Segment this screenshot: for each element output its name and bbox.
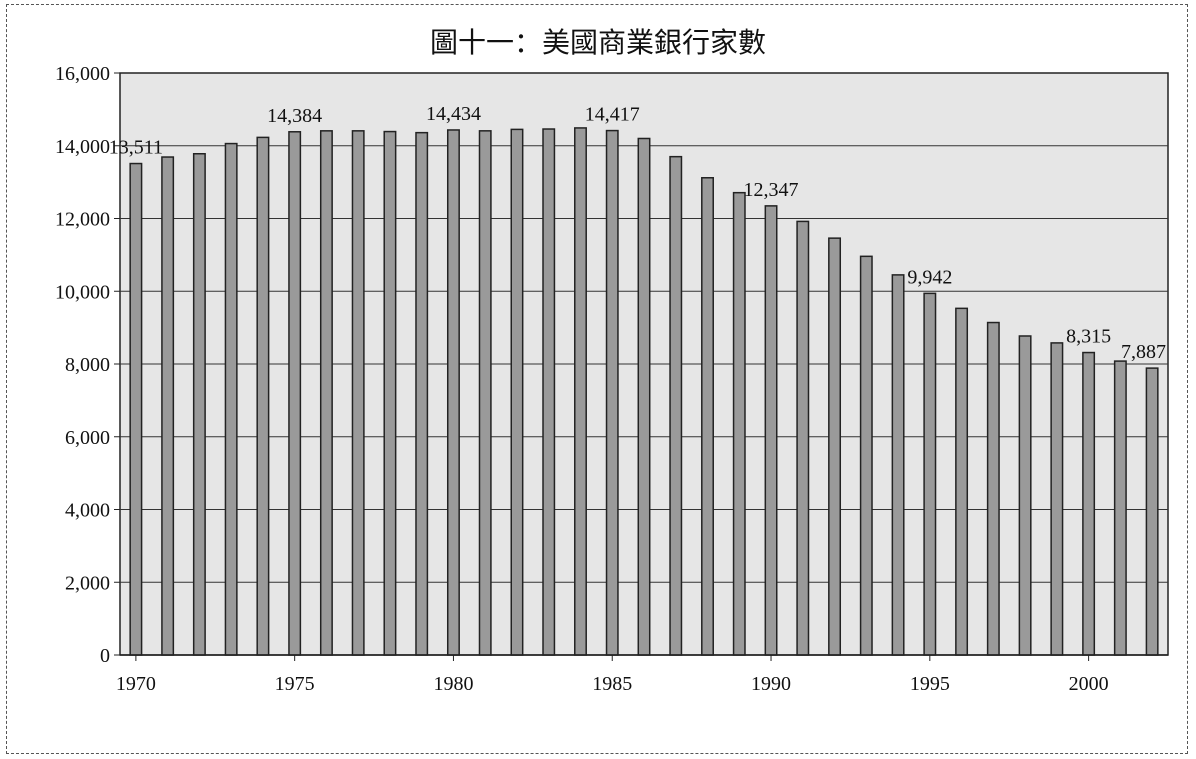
bar-1982 <box>510 128 524 656</box>
bar-1996 <box>955 307 969 656</box>
y-tick-label: 0 <box>100 645 110 667</box>
bar-1994 <box>891 274 905 656</box>
data-label-2000: 8,315 <box>1066 326 1111 348</box>
x-tick-label: 1985 <box>592 673 632 695</box>
y-tick-label: 14,000 <box>55 136 110 158</box>
y-axis: 0 2,000 4,000 6,000 8,000 10,000 12,000 14,000 1… <box>55 63 120 667</box>
bar-1995 <box>923 292 937 656</box>
y-tick-label: 4,000 <box>65 500 110 522</box>
bar-1983 <box>542 128 556 656</box>
bar-1981 <box>478 130 492 656</box>
x-tick-label: 1990 <box>751 673 791 695</box>
bar-1989 <box>732 191 746 656</box>
data-labels: 13,511 14,384 14,434 14,417 12,347 9,942 8,315… <box>109 103 1166 363</box>
data-label-2002: 7,887 <box>1121 341 1166 363</box>
bar-1975 <box>288 131 302 656</box>
bar-1979 <box>415 131 429 656</box>
bar-1988 <box>701 177 714 656</box>
y-tick-label: 16,000 <box>55 63 110 85</box>
x-tick-label: 1970 <box>116 673 156 695</box>
bar-1991 <box>796 220 810 656</box>
x-tick-label: 1975 <box>275 673 315 695</box>
data-label-1980: 14,434 <box>426 103 481 125</box>
bar-1999 <box>1050 342 1064 656</box>
data-label-1970: 13,511 <box>109 137 163 159</box>
bar-1984 <box>574 127 587 656</box>
y-tick-label: 12,000 <box>55 209 110 231</box>
y-tick-label: 2,000 <box>65 572 110 594</box>
bar-1993 <box>859 255 873 656</box>
bar-1997 <box>986 321 1000 656</box>
bar-1971 <box>161 156 175 656</box>
bar-1977 <box>351 130 365 656</box>
bar-1987 <box>669 155 683 656</box>
y-tick-label: 10,000 <box>55 281 110 303</box>
bar-1973 <box>224 142 238 656</box>
bar-1978 <box>383 130 397 656</box>
x-tick-label: 1995 <box>910 673 950 695</box>
bar-1972 <box>192 153 206 656</box>
bars <box>129 127 1159 656</box>
bar-1992 <box>828 237 842 656</box>
y-tick-label: 6,000 <box>65 427 110 449</box>
data-label-1995: 9,942 <box>907 266 952 288</box>
x-axis: 1970 1975 1980 1985 1990 1995 2000 <box>116 654 1168 695</box>
bar-2002 <box>1145 367 1159 656</box>
bar-1976 <box>319 130 333 656</box>
bar-1980 <box>446 129 460 656</box>
bar-1985 <box>605 129 619 656</box>
bar-1998 <box>1018 335 1032 656</box>
data-label-1990: 12,347 <box>744 179 799 201</box>
bar-1970 <box>129 162 143 656</box>
bar-1986 <box>637 137 651 656</box>
chart-frame <box>6 4 1188 754</box>
data-label-1975: 14,384 <box>267 105 322 127</box>
y-tick-label: 8,000 <box>65 354 110 376</box>
bar-2000 <box>1082 351 1096 656</box>
bar-1974 <box>256 136 270 656</box>
bar-2001 <box>1113 360 1127 656</box>
data-label-1985: 14,417 <box>585 104 640 126</box>
x-tick-label: 2000 <box>1069 673 1109 695</box>
x-tick-label: 1980 <box>433 673 473 695</box>
bar-1990 <box>764 205 778 656</box>
chart-title: 圖十一：美國商業銀行家數 <box>430 26 766 59</box>
